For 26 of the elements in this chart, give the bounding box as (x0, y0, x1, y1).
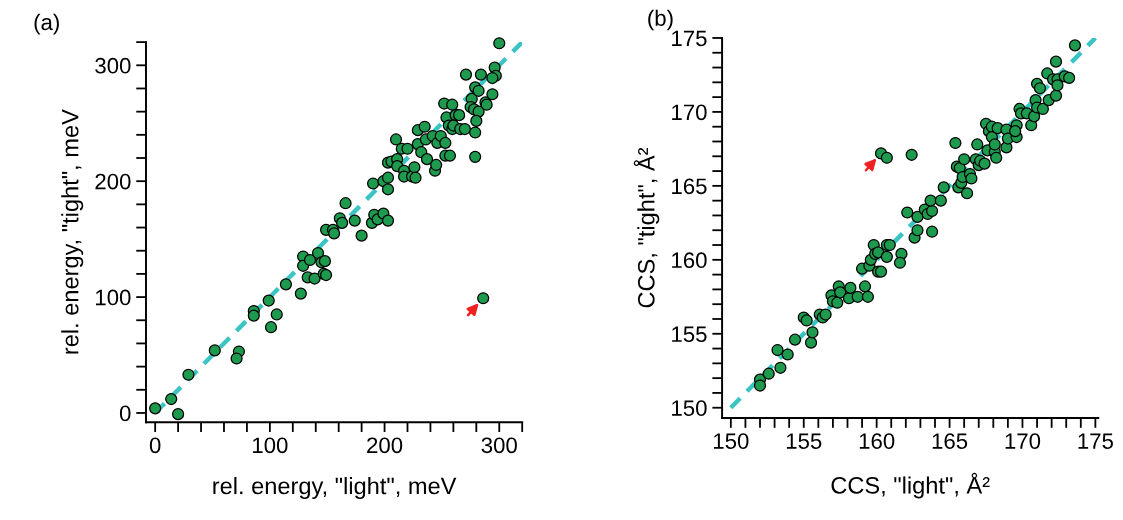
y-tick-label: 200 (95, 173, 131, 190)
y-axis-title: CCS, "tight", Å² (633, 147, 660, 308)
x-tick-label: 200 (367, 437, 403, 454)
x-tick-label: 300 (481, 437, 517, 454)
y-tick-label: 165 (672, 178, 707, 195)
y-tick-label: 300 (95, 57, 131, 74)
y-axis-title: rel. energy, "tight", meV (61, 109, 84, 354)
x-tick-label: 175 (1078, 433, 1113, 449)
y-tick-label: 155 (672, 326, 707, 343)
x-tick-label: 100 (253, 437, 288, 454)
y-tick-label: 160 (672, 252, 707, 269)
y-tick-label: 0 (119, 405, 131, 422)
x-tick-label: 155 (786, 433, 822, 449)
x-tick-label: 170 (1005, 433, 1041, 449)
chart-title: (a) (34, 13, 59, 35)
y-tick-label: 175 (672, 30, 707, 47)
x-tick-label: 0 (149, 437, 161, 454)
x-tick-label: 150 (714, 433, 749, 449)
x-axis-title: rel. energy, "light", meV (213, 476, 457, 499)
x-tick-label: 165 (932, 433, 968, 449)
chart-title: (b) (648, 9, 673, 31)
x-tick-label: 160 (859, 433, 895, 449)
x-axis-title: CCS, "light", Å² (831, 472, 990, 499)
y-tick-label: 100 (96, 289, 131, 306)
y-tick-label: 170 (672, 104, 707, 121)
y-tick-label: 150 (672, 400, 707, 416)
